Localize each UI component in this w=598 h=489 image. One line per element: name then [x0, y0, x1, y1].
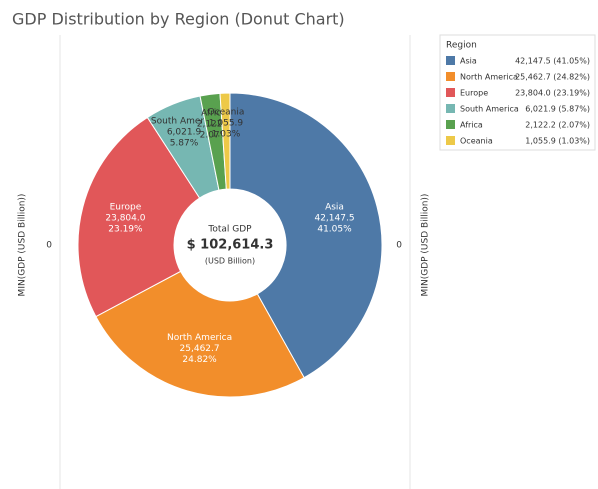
slice-label-value: 6,021.9 — [167, 127, 202, 137]
slice-label-name: North America — [167, 333, 232, 343]
center-total: $ 102,614.3 — [187, 238, 274, 253]
legend-label: Europe — [460, 89, 488, 98]
legend-label: South America — [460, 105, 519, 114]
slice-label-name: Europe — [110, 202, 142, 212]
slice-label-value: 42,147.5 — [314, 213, 354, 223]
legend-label: Asia — [460, 57, 477, 66]
slice-label-name: South America — [151, 116, 217, 126]
slice-label-name: Oceania — [208, 108, 245, 118]
chart-title: GDP Distribution by Region (Donut Chart) — [12, 10, 345, 29]
legend-value: 6,021.9 (5.87%) — [525, 105, 590, 114]
slice-label-value: 1,055.9 — [209, 119, 244, 129]
slice-label-percent: 1.03% — [212, 130, 241, 140]
slice-label-value: 23,804.0 — [105, 213, 145, 223]
donut-slice — [229, 92, 383, 379]
legend-title: Region — [446, 41, 477, 51]
slice-label-percent: 41.05% — [317, 224, 352, 234]
slice-label-name: Africa — [201, 109, 227, 119]
slice-label-value: 2,122.2 — [197, 120, 231, 130]
legend-swatch — [446, 120, 455, 129]
legend-value: 2,122.2 (2.07%) — [525, 121, 590, 130]
y-axis-label: MIN(GDP (USD Billion)) — [18, 194, 28, 297]
legend-label: North America — [460, 73, 518, 82]
slice-label-percent: 24.82% — [182, 355, 217, 365]
y-tick-label: 0 — [46, 241, 52, 251]
slice-label-percent: 23.19% — [108, 224, 143, 234]
legend-swatch — [446, 88, 455, 97]
legend-value: 23,804.0 (23.19%) — [515, 89, 590, 98]
slice-label-name: Asia — [325, 202, 344, 212]
slice-label-value: 25,462.7 — [180, 344, 220, 354]
legend-swatch — [446, 56, 455, 65]
legend-value: 42,147.5 (41.05%) — [515, 57, 590, 66]
legend-swatch — [446, 136, 455, 145]
y2-axis-label: MIN(GDP (USD Billion)) — [421, 194, 431, 297]
center-title: Total GDP — [207, 225, 252, 235]
donut-slice — [95, 270, 305, 398]
legend-box — [439, 34, 596, 151]
legend-swatch — [446, 72, 455, 81]
legend-value: 1,055.9 (1.03%) — [525, 137, 590, 146]
slice-label-percent: 2.07% — [200, 131, 229, 141]
donut-slice — [219, 92, 231, 190]
y2-tick-label: 0 — [396, 241, 402, 251]
donut-slice — [77, 116, 201, 318]
slice-label-percent: 5.87% — [170, 138, 199, 148]
legend-label: Oceania — [460, 137, 493, 146]
center-unit: (USD Billion) — [205, 257, 255, 266]
legend-value: 25,462.7 (24.82%) — [515, 73, 590, 82]
legend-swatch — [446, 104, 455, 113]
legend-label: Africa — [460, 121, 483, 130]
